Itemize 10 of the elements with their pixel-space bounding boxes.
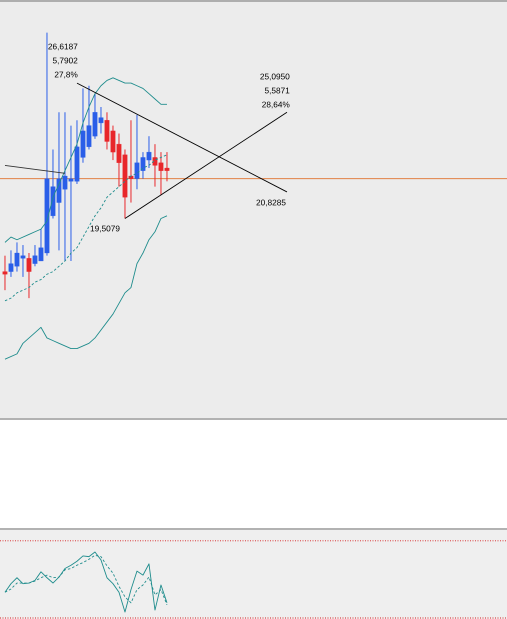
annotation: 20,8285 [256,200,286,206]
annotation: 19,5079 [90,226,120,232]
annotation: 5,5871 [264,88,290,94]
annotation: 28,64% [262,102,290,108]
candlestick [2,255,8,291]
annotation: 27,8% [54,72,78,78]
annotation: 5,7902 [52,58,78,64]
candlestick [26,252,32,299]
annotation: 25,0950 [260,74,290,80]
annotation: 26,6187 [48,44,78,50]
